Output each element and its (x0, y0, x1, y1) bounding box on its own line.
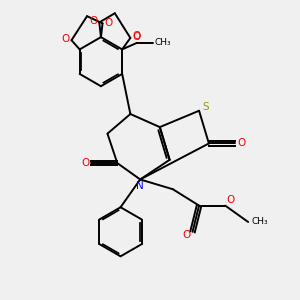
Text: O: O (61, 34, 70, 44)
Text: CH₃: CH₃ (154, 38, 171, 47)
Text: S: S (202, 103, 209, 112)
Text: O: O (226, 195, 234, 205)
Text: O: O (238, 139, 246, 148)
Text: O: O (133, 32, 141, 42)
Text: O: O (89, 16, 98, 26)
Text: O: O (182, 230, 191, 240)
Text: O: O (132, 31, 140, 41)
Text: N: N (136, 181, 144, 191)
Text: O: O (81, 158, 89, 168)
Text: O: O (104, 18, 112, 28)
Text: CH₃: CH₃ (251, 218, 268, 226)
